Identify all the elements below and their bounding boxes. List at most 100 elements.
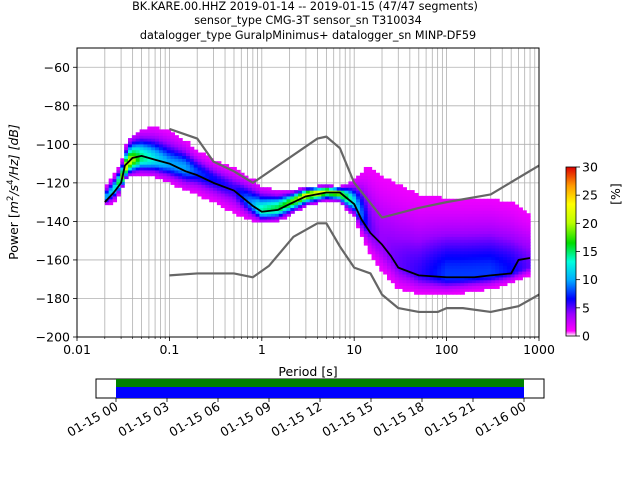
density-cell [414, 198, 419, 203]
density-cell [274, 216, 280, 220]
density-cell [499, 207, 504, 211]
density-cell [186, 166, 191, 171]
density-cell [472, 213, 477, 217]
density-cell [174, 161, 179, 165]
density-cell [143, 129, 148, 133]
density-cell [371, 169, 377, 174]
density-cell [472, 253, 477, 258]
density-cell [394, 236, 400, 240]
density-cell [371, 178, 377, 183]
density-cell [421, 282, 427, 287]
density-cell [406, 265, 411, 269]
density-cell [155, 164, 160, 168]
density-cell [251, 190, 257, 194]
density-cell [522, 210, 527, 214]
colorbar-tick-label: 0 [582, 329, 590, 344]
density-cell [522, 239, 527, 243]
density-cell [491, 201, 496, 206]
density-cell [472, 207, 477, 211]
density-cell [220, 195, 226, 200]
density-cell [402, 247, 407, 252]
density-cell [479, 282, 485, 287]
density-cell [464, 259, 469, 263]
density-cell [445, 250, 450, 255]
density-cell [441, 262, 446, 266]
density-cell [135, 172, 141, 177]
density-cell [363, 184, 369, 188]
density-cell [371, 224, 377, 229]
density-cell [243, 181, 249, 185]
density-cell [441, 271, 446, 275]
density-cell [197, 190, 203, 194]
x-tick-label: 1 [258, 342, 266, 357]
density-cell [526, 233, 531, 237]
density-cell [410, 273, 415, 278]
density-cell [182, 172, 187, 177]
density-cell [147, 140, 152, 145]
density-cell [406, 201, 411, 206]
density-cell [495, 213, 500, 217]
low-noise-model-line [169, 222, 540, 314]
density-cell [247, 181, 253, 185]
density-cell [398, 233, 404, 237]
density-cell [375, 187, 380, 191]
density-cell [402, 190, 407, 194]
density-cell [375, 184, 380, 188]
density-cell [216, 195, 222, 200]
density-cell [429, 285, 435, 289]
density-cell [363, 201, 369, 206]
density-cell [429, 201, 435, 206]
density-cell [232, 192, 237, 197]
density-cell [166, 135, 172, 139]
density-cell [402, 242, 407, 246]
density-cell [460, 291, 465, 295]
density-cell [371, 172, 377, 177]
density-cell [526, 247, 531, 252]
density-cell [429, 242, 435, 246]
density-cell [317, 184, 322, 188]
psd-plot: 0.01 0.1 1 10 100 1000 −200−180−160−140−120−1… [6, 47, 555, 379]
density-cell [375, 192, 380, 197]
coverage-tick-label: 01-15 03 [115, 399, 171, 440]
density-cell [441, 230, 446, 235]
density-cell [375, 190, 380, 194]
density-cell [112, 187, 118, 191]
density-cell [158, 161, 164, 165]
density-cell [433, 236, 438, 240]
density-cell [286, 213, 291, 217]
density-cell [379, 181, 384, 185]
density-cell [456, 285, 462, 289]
density-cell [394, 271, 400, 275]
density-cell [247, 198, 253, 203]
density-cell [487, 221, 492, 226]
density-cell [472, 242, 477, 246]
density-cell [433, 285, 438, 289]
density-cell [518, 213, 523, 217]
density-cell [499, 210, 504, 214]
density-cell [243, 175, 249, 180]
density-cell [112, 178, 118, 183]
density-cell [414, 221, 419, 226]
density-cell [344, 198, 349, 203]
density-cell [317, 190, 322, 194]
density-cell [371, 190, 377, 194]
density-cell [506, 204, 512, 209]
density-cell [155, 161, 160, 165]
density-cell [271, 201, 276, 206]
density-cell [414, 192, 419, 197]
density-cell [456, 247, 462, 252]
density-cell [437, 253, 442, 258]
density-cell [510, 230, 516, 235]
colorbar-tick-label: 30 [582, 160, 598, 175]
density-cell [189, 184, 195, 188]
density-cell [274, 204, 280, 209]
density-cell [387, 273, 392, 278]
density-cell [363, 187, 369, 191]
density-cell [398, 187, 404, 191]
density-cell [414, 239, 419, 243]
density-cell [371, 236, 377, 240]
density-cell [124, 146, 129, 151]
density-cell [135, 143, 141, 148]
density-cell [108, 184, 114, 188]
density-cell [267, 198, 272, 203]
